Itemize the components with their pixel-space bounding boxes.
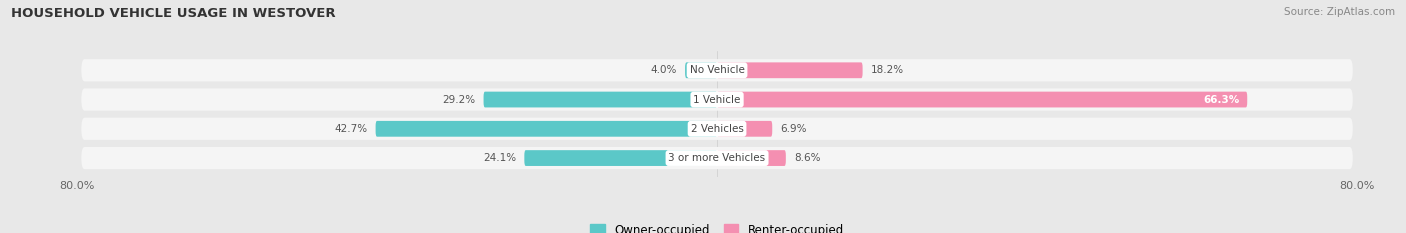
Text: 1 Vehicle: 1 Vehicle: [693, 95, 741, 105]
FancyBboxPatch shape: [717, 121, 772, 137]
Text: 2 Vehicles: 2 Vehicles: [690, 124, 744, 134]
FancyBboxPatch shape: [524, 150, 717, 166]
Text: 66.3%: 66.3%: [1204, 95, 1239, 105]
FancyBboxPatch shape: [82, 118, 1353, 140]
Text: 42.7%: 42.7%: [335, 124, 367, 134]
FancyBboxPatch shape: [717, 62, 863, 78]
FancyBboxPatch shape: [375, 121, 717, 137]
Text: 3 or more Vehicles: 3 or more Vehicles: [668, 153, 766, 163]
Text: 18.2%: 18.2%: [870, 65, 904, 75]
Text: 29.2%: 29.2%: [443, 95, 475, 105]
Text: HOUSEHOLD VEHICLE USAGE IN WESTOVER: HOUSEHOLD VEHICLE USAGE IN WESTOVER: [11, 7, 336, 20]
Text: 6.9%: 6.9%: [780, 124, 807, 134]
Text: No Vehicle: No Vehicle: [689, 65, 745, 75]
FancyBboxPatch shape: [717, 150, 786, 166]
FancyBboxPatch shape: [82, 88, 1353, 111]
FancyBboxPatch shape: [685, 62, 717, 78]
FancyBboxPatch shape: [484, 92, 717, 107]
Text: 8.6%: 8.6%: [794, 153, 820, 163]
Legend: Owner-occupied, Renter-occupied: Owner-occupied, Renter-occupied: [591, 224, 844, 233]
FancyBboxPatch shape: [82, 59, 1353, 81]
Text: Source: ZipAtlas.com: Source: ZipAtlas.com: [1284, 7, 1395, 17]
FancyBboxPatch shape: [82, 147, 1353, 169]
FancyBboxPatch shape: [717, 92, 1247, 107]
Text: 24.1%: 24.1%: [484, 153, 516, 163]
Text: 4.0%: 4.0%: [651, 65, 678, 75]
